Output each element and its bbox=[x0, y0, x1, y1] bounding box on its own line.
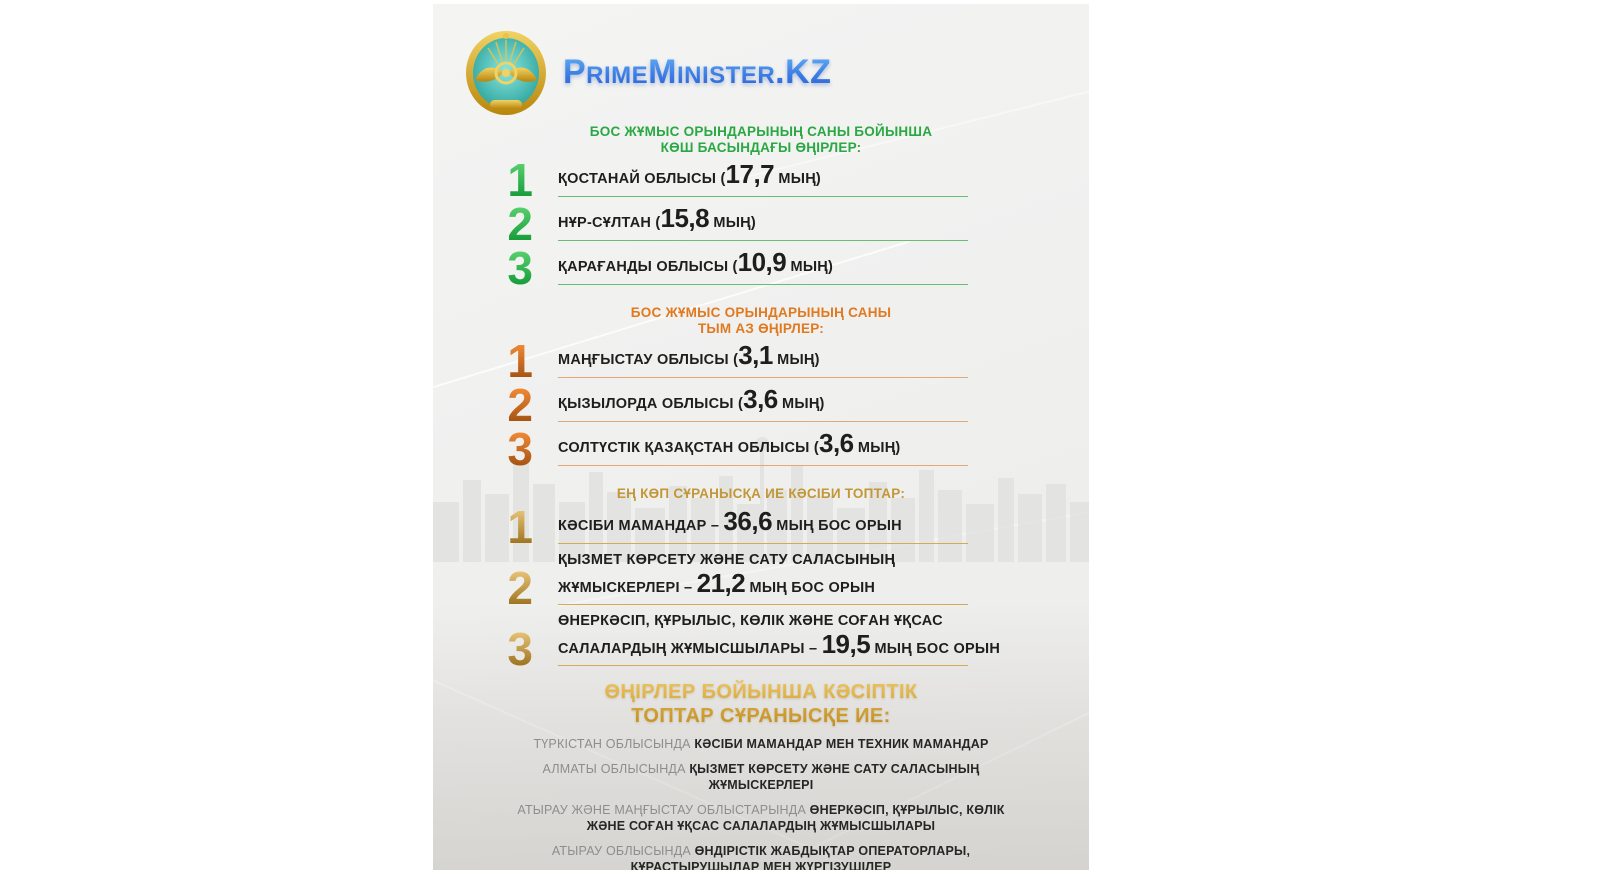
rank-number: 3 bbox=[433, 626, 533, 672]
title-line: ТОПТАР СҰРАНЫСҚЕ ИЕ: bbox=[631, 705, 891, 728]
site-title: PrimeMinister.KZ bbox=[563, 52, 832, 91]
list-item: ТҮРКІСТАН ОБЛЫСЫНДА КӘСІБИ МАМАНДАР МЕН … bbox=[509, 736, 1014, 752]
vacancy-value: 3,6 bbox=[818, 427, 854, 458]
list-item: 2 ҚЫЗМЕТ КӨРСЕТУ ЖӘНЕ САТУ САЛАСЫНЫҢ ЖҰМ… bbox=[433, 552, 1089, 611]
list-item: 3 ӨНЕРКӘСІП, ҚҰРЫЛЫС, КӨЛІК ЖӘНЕ СОҒАН Ұ… bbox=[433, 613, 1089, 672]
list-item: 1 МАҢҒЫСТАУ ОБЛЫСЫ (3,1 МЫҢ) bbox=[433, 338, 1089, 384]
profession-group: КӘСІБИ МАМАНДАР МЕН ТЕХНИК МАМАНДАР bbox=[694, 737, 989, 752]
region-name: ТҮРКІСТАН ОБЛЫСЫНДА bbox=[533, 737, 695, 752]
profession-label: ЖҰМЫСКЕРЛЕРІ – bbox=[558, 580, 697, 597]
vacancy-value: 15,8 bbox=[660, 202, 710, 233]
value-suffix: МЫҢ) bbox=[853, 439, 901, 456]
section-title-top-regions: БОС ЖҰМЫС ОРЫНДАРЫНЫҢ САНЫ БОЙЫНША КӨШ Б… bbox=[433, 124, 1089, 157]
profession-label-line1: ӨНЕРКӘСІП, ҚҰРЫЛЫС, КӨЛІК ЖӘНЕ СОҒАН ҰҚС… bbox=[558, 613, 943, 630]
region-label: ҚЫЗЫЛОРДА ОБЛЫСЫ ( bbox=[558, 395, 744, 412]
profession-group: ӨНЕРКӘСІП, ҚҰРЫЛЫС, КӨЛІК ЖӘНЕ СОҒАН ҰҚС… bbox=[586, 803, 1005, 834]
value-suffix: МЫҢ БОС ОРЫН bbox=[870, 641, 1001, 658]
profession-group: ӨНДІРІСТІК ЖАБДЫҚТАР ОПЕРАТОРЛАРЫ, ҚҰРАС… bbox=[630, 844, 971, 870]
regional-demand-title: ӨҢІРЛЕР БОЙЫНША КӘСІПТІК ТОПТАР СҰРАНЫСҚ… bbox=[433, 680, 1089, 728]
section-title-line: КӨШ БАСЫНДАҒЫ ӨҢІРЛЕР: bbox=[660, 140, 862, 156]
item-underline: МАҢҒЫСТАУ ОБЛЫСЫ (3,1 МЫҢ) bbox=[558, 340, 968, 378]
region-label: МАҢҒЫСТАУ ОБЛЫСЫ ( bbox=[558, 351, 739, 368]
region-label: ҚАРАҒАНДЫ ОБЛЫСЫ ( bbox=[558, 258, 738, 275]
list-item: 2 ҚЫЗЫЛОРДА ОБЛЫСЫ (3,6 МЫҢ) bbox=[433, 382, 1089, 428]
low-regions-list: 1 МАҢҒЫСТАУ ОБЛЫСЫ (3,1 МЫҢ) 2 ҚЫЗЫЛОРДА… bbox=[433, 338, 1089, 472]
value-suffix: МЫҢ) bbox=[709, 214, 756, 231]
region-name: АЛМАТЫ ОБЛЫСЫНДА bbox=[542, 762, 690, 777]
item-underline: ҚЫЗЫЛОРДА ОБЛЫСЫ (3,6 МЫҢ) bbox=[558, 384, 968, 422]
item-underline: ҚОСТАНАЙ ОБЛЫСЫ (17,7 МЫҢ) bbox=[558, 159, 968, 197]
item-underline: ҚЫЗМЕТ КӨРСЕТУ ЖӘНЕ САТУ САЛАСЫНЫҢ ЖҰМЫС… bbox=[558, 552, 968, 606]
rank-number: 1 bbox=[433, 504, 533, 550]
vacancy-value: 3,6 bbox=[743, 383, 778, 414]
region-name: АТЫРАУ ОБЛЫСЫНДА bbox=[551, 844, 695, 859]
region-label: НҰР-СҰЛТАН ( bbox=[558, 214, 661, 231]
rank-number: 3 bbox=[433, 245, 533, 291]
list-item: 1 ҚОСТАНАЙ ОБЛЫСЫ (17,7 МЫҢ) bbox=[433, 157, 1089, 203]
item-underline: ҚАРАҒАНДЫ ОБЛЫСЫ (10,9 МЫҢ) bbox=[558, 247, 968, 285]
title-line: ӨҢІРЛЕР БОЙЫНША КӘСІПТІК bbox=[604, 681, 918, 704]
item-underline: СОЛТҮСТІК ҚАЗАҚСТАН ОБЛЫСЫ (3,6 МЫҢ) bbox=[558, 428, 968, 466]
profession-label-line1: ҚЫЗМЕТ КӨРСЕТУ ЖӘНЕ САТУ САЛАСЫНЫҢ bbox=[558, 552, 896, 569]
kazakhstan-emblem-icon bbox=[466, 31, 546, 115]
item-underline: ӨНЕРКӘСІП, ҚҰРЫЛЫС, КӨЛІК ЖӘНЕ СОҒАН ҰҚС… bbox=[558, 613, 1000, 667]
section-title-line: БОС ЖҰМЫС ОРЫНДАРЫНЫҢ САНЫ БОЙЫНША bbox=[589, 124, 933, 139]
list-item: 2 НҰР-СҰЛТАН (15,8 МЫҢ) bbox=[433, 201, 1089, 247]
site-header: PrimeMinister.KZ bbox=[465, 4, 1089, 115]
infographic-poster: PrimeMinister.KZ БОС ЖҰМЫС ОРЫНДАРЫНЫҢ С… bbox=[433, 4, 1089, 870]
item-underline: КӘСІБИ МАМАНДАР – 36,6 МЫҢ БОС ОРЫН bbox=[558, 506, 968, 545]
list-item: АЛМАТЫ ОБЛЫСЫНДА ҚЫЗМЕТ КӨРСЕТУ ЖӘНЕ САТ… bbox=[509, 761, 1014, 793]
rank-number: 1 bbox=[433, 338, 533, 384]
vacancy-value: 17,7 bbox=[725, 158, 775, 189]
section-title-top-professions: ЕҢ КӨП СҰРАНЫСҚА ИЕ КӘСІБИ ТОПТАР: bbox=[616, 485, 906, 501]
vacancy-value: 3,1 bbox=[738, 339, 773, 370]
section-title-line: ТЫМ АЗ ӨҢІРЛЕР: bbox=[697, 321, 825, 337]
profession-label: САЛАЛАРДЫҢ ЖҰМЫСШЫЛАРЫ – bbox=[558, 641, 822, 658]
value-suffix: МЫҢ) bbox=[786, 258, 834, 275]
vacancy-value: 10,9 bbox=[737, 246, 787, 277]
list-item: АТЫРАУ ОБЛЫСЫНДА ӨНДІРІСТІК ЖАБДЫҚТАР ОП… bbox=[509, 843, 1014, 870]
value-suffix: МЫҢ) bbox=[774, 170, 821, 187]
rank-number: 2 bbox=[433, 382, 533, 428]
list-item: 3 СОЛТҮСТІК ҚАЗАҚСТАН ОБЛЫСЫ (3,6 МЫҢ) bbox=[433, 426, 1089, 472]
profession-label: КӘСІБИ МАМАНДАР – bbox=[558, 518, 724, 535]
rank-number: 1 bbox=[433, 157, 533, 203]
region-label: ҚОСТАНАЙ ОБЛЫСЫ ( bbox=[558, 170, 726, 187]
value-suffix: МЫҢ БОС ОРЫН bbox=[745, 580, 876, 597]
section-title-line: БОС ЖҰМЫС ОРЫНДАРЫНЫҢ САНЫ bbox=[630, 304, 892, 320]
top-professions-list: 1 КӘСІБИ МАМАНДАР – 36,6 МЫҢ БОС ОРЫН 2 … bbox=[433, 504, 1089, 672]
value-suffix: МЫҢ) bbox=[772, 351, 820, 368]
value-suffix: МЫҢ БОС ОРЫН bbox=[772, 518, 902, 535]
list-item: АТЫРАУ ЖӘНЕ МАҢҒЫСТАУ ОБЛЫСТАРЫНДА ӨНЕРК… bbox=[509, 802, 1014, 834]
region-label: СОЛТҮСТІК ҚАЗАҚСТАН ОБЛЫСЫ ( bbox=[558, 439, 819, 456]
vacancy-value: 21,2 bbox=[696, 568, 746, 599]
vacancy-value: 19,5 bbox=[821, 629, 871, 660]
list-item: 3 ҚАРАҒАНДЫ ОБЛЫСЫ (10,9 МЫҢ) bbox=[433, 245, 1089, 291]
profession-group: ҚЫЗМЕТ КӨРСЕТУ ЖӘНЕ САТУ САЛАСЫНЫҢ ЖҰМЫС… bbox=[689, 762, 980, 793]
top-regions-list: 1 ҚОСТАНАЙ ОБЛЫСЫ (17,7 МЫҢ) 2 НҰР-СҰЛТА… bbox=[433, 157, 1089, 291]
list-item: 1 КӘСІБИ МАМАНДАР – 36,6 МЫҢ БОС ОРЫН bbox=[433, 504, 1089, 550]
rank-number: 3 bbox=[433, 426, 533, 472]
rank-number: 2 bbox=[433, 565, 533, 611]
rank-number: 2 bbox=[433, 201, 533, 247]
vacancy-value: 36,6 bbox=[723, 506, 773, 537]
value-suffix: МЫҢ) bbox=[777, 395, 825, 412]
regional-demand-list: ТҮРКІСТАН ОБЛЫСЫНДА КӘСІБИ МАМАНДАР МЕН … bbox=[433, 736, 1089, 870]
section-title-low-regions: БОС ЖҰМЫС ОРЫНДАРЫНЫҢ САНЫ ТЫМ АЗ ӨҢІРЛЕ… bbox=[433, 305, 1089, 338]
item-underline: НҰР-СҰЛТАН (15,8 МЫҢ) bbox=[558, 203, 968, 241]
region-name: АТЫРАУ ЖӘНЕ МАҢҒЫСТАУ ОБЛЫСТАРЫНДА bbox=[517, 803, 810, 818]
